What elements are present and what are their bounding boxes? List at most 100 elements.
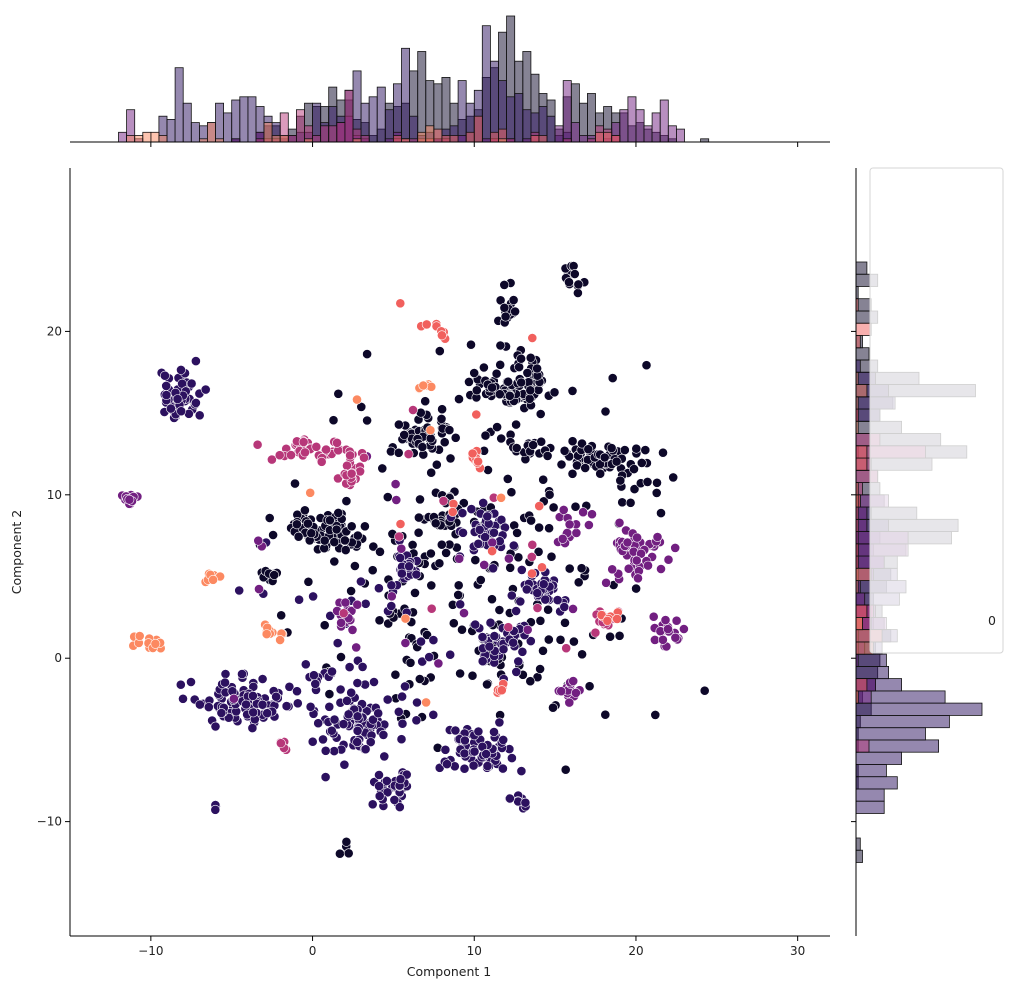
- scatter-point: [412, 697, 422, 708]
- scatter-point: [324, 701, 335, 712]
- scatter-point: [570, 501, 581, 512]
- scatter-point: [632, 532, 642, 543]
- y-tick-label: 0: [54, 651, 62, 665]
- scatter-point: [508, 295, 519, 305]
- scatter-point: [351, 642, 362, 653]
- scatter-point: [329, 746, 340, 756]
- scatter-point: [614, 630, 625, 641]
- scatter-point: [557, 533, 568, 544]
- scatter-point: [466, 504, 477, 514]
- scatter-point: [302, 518, 313, 529]
- top-hist-bar: [473, 115, 483, 143]
- scatter-point: [699, 685, 710, 696]
- scatter-point: [569, 636, 579, 647]
- scatter-point: [426, 381, 437, 392]
- scatter-point: [522, 367, 533, 378]
- top-hist-bar: [174, 67, 184, 143]
- top-hist-bar: [206, 122, 216, 143]
- scatter-point: [538, 645, 548, 656]
- scatter-point: [186, 378, 197, 389]
- scatter-point: [619, 445, 630, 455]
- scatter-point: [349, 561, 360, 571]
- scatter-point: [640, 445, 651, 455]
- scatter-point: [341, 496, 352, 506]
- scatter-point: [281, 701, 292, 711]
- scatter-point: [220, 677, 230, 688]
- top-hist-bar: [166, 119, 176, 143]
- top-hist-bar: [522, 109, 532, 143]
- scatter-point: [413, 512, 424, 523]
- scatter-point: [631, 555, 642, 566]
- scatter-point: [642, 476, 653, 487]
- scatter-point: [525, 385, 536, 396]
- scatter-point: [567, 436, 578, 447]
- scatter-point: [134, 631, 145, 641]
- scatter-point: [648, 611, 659, 622]
- scatter-point: [590, 627, 601, 638]
- scatter-point: [496, 433, 507, 444]
- scatter-point: [377, 463, 388, 474]
- top-hist-bar: [489, 131, 499, 143]
- right-hist-bar: [855, 335, 861, 349]
- scatter-point: [534, 522, 544, 533]
- top-hist-bar: [134, 135, 144, 143]
- scatter-point: [527, 333, 538, 343]
- scatter-point: [459, 763, 470, 774]
- scatter-point: [485, 617, 496, 628]
- top-hist-bar: [587, 93, 596, 143]
- right-hist-bar: [855, 457, 868, 471]
- scatter-point: [124, 494, 135, 505]
- scatter-point: [436, 539, 447, 550]
- right-hist-ticks: [851, 330, 856, 823]
- scatter-point: [494, 605, 505, 615]
- scatter-point: [528, 440, 538, 450]
- scatter-point: [436, 330, 447, 341]
- scatter-point: [417, 442, 428, 452]
- scatter-point: [395, 774, 406, 785]
- scatter-point: [459, 735, 470, 746]
- scatter-point: [150, 638, 161, 649]
- top-hist-bar: [538, 135, 548, 143]
- scatter-point: [247, 723, 258, 733]
- scatter-point: [374, 791, 385, 801]
- scatter-point: [584, 681, 595, 692]
- scatter-point: [425, 433, 436, 444]
- top-hist-bar: [263, 122, 273, 143]
- scatter-point: [670, 543, 681, 553]
- scatter-point: [261, 629, 272, 639]
- scatter-point: [560, 617, 570, 628]
- scatter-point: [418, 380, 429, 391]
- top-hist-bar: [158, 135, 168, 143]
- scatter-point: [329, 537, 340, 547]
- scatter-point: [466, 339, 476, 350]
- scatter-point: [468, 760, 479, 771]
- scatter-point: [496, 492, 506, 503]
- scatter-point: [390, 669, 401, 680]
- scatter-point: [516, 377, 527, 388]
- scatter-point: [327, 666, 337, 677]
- scatter-point: [552, 595, 563, 605]
- scatter-point: [607, 564, 618, 575]
- scatter-point: [186, 677, 196, 687]
- scatter-point: [329, 556, 340, 567]
- scatter-point: [319, 535, 330, 546]
- scatter-point: [308, 591, 318, 602]
- scatter-point: [494, 389, 505, 400]
- top-hist-bar: [150, 131, 160, 143]
- scatter-point: [340, 545, 351, 555]
- scatter-point: [343, 848, 354, 859]
- scatter-point: [386, 601, 397, 611]
- scatter-point: [234, 585, 245, 596]
- scatter-point: [458, 498, 469, 508]
- right-hist-bar: [855, 592, 866, 606]
- top-hist-bar: [409, 115, 419, 143]
- scatter-point: [583, 444, 594, 455]
- right-hist-bar: [855, 837, 861, 851]
- scatter-point: [407, 540, 418, 550]
- scatter-point: [165, 403, 176, 414]
- top-hist-bar: [619, 109, 629, 143]
- scatter-point: [439, 437, 450, 448]
- scatter-point: [487, 382, 497, 393]
- scatter-point: [307, 736, 318, 747]
- scatter-point: [408, 405, 418, 415]
